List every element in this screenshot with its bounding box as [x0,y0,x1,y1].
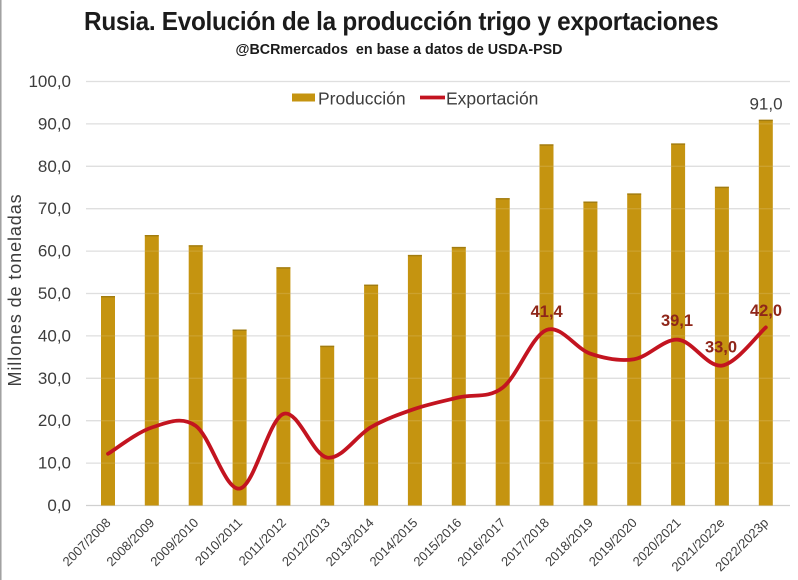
svg-text:39,1: 39,1 [661,312,693,330]
svg-text:2009/2010: 2009/2010 [147,515,201,569]
svg-text:90,0: 90,0 [38,114,71,133]
svg-text:80,0: 80,0 [38,157,71,176]
svg-text:70,0: 70,0 [38,199,71,218]
svg-text:Millones de toneladas: Millones de toneladas [5,193,25,386]
svg-text:100,0: 100,0 [28,72,71,91]
svg-text:41,4: 41,4 [531,303,564,321]
svg-text:33,0: 33,0 [705,339,737,357]
svg-text:91,0: 91,0 [749,95,782,114]
svg-text:42,0: 42,0 [750,302,782,320]
svg-text:Producción: Producción [318,89,406,109]
svg-text:10,0: 10,0 [38,454,71,473]
svg-text:30,0: 30,0 [38,369,71,388]
svg-text:0,0: 0,0 [47,496,71,515]
svg-text:Exportación: Exportación [446,89,538,109]
svg-text:60,0: 60,0 [38,242,71,261]
svg-text:40,0: 40,0 [38,326,71,345]
svg-text:50,0: 50,0 [38,284,71,303]
svg-text:20,0: 20,0 [38,411,71,430]
